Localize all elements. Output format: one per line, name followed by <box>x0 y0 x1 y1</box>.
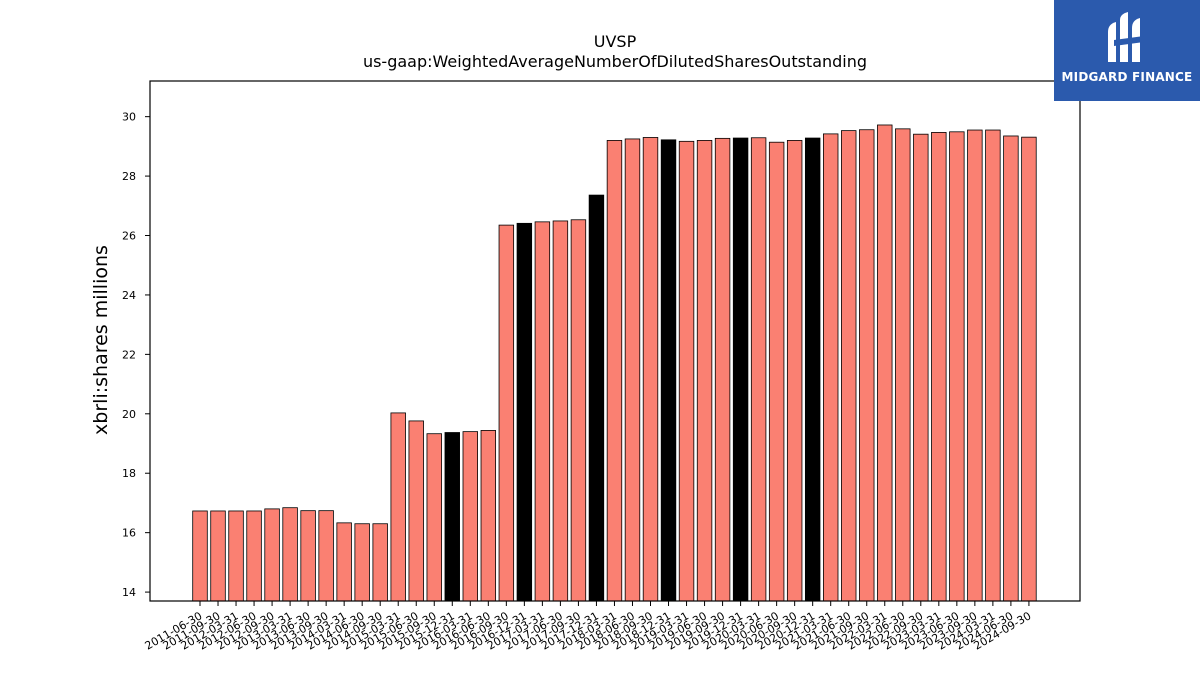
bar-2015-03-31 <box>390 412 406 602</box>
bar-2022-03-31 <box>877 124 893 602</box>
bar-2024-06-30 <box>1003 135 1019 602</box>
bar-2018-12-31 <box>660 139 677 602</box>
bar-2019-09-30 <box>714 137 731 602</box>
y-axis: 14 16 18 20 22 24 26 28 30 <box>122 111 150 599</box>
bar-2015-09-30 <box>426 433 442 602</box>
bar-2018-09-30 <box>642 137 659 602</box>
bar-2014-06-30 <box>354 523 370 602</box>
bar-2016-06-30 <box>480 430 497 602</box>
bar-2017-12-31 <box>588 194 605 602</box>
bar-2011-06-30 <box>192 510 208 602</box>
y-tick-label: 16 <box>122 527 136 540</box>
bar-2023-03-31 <box>931 132 947 602</box>
bar-2020-12-31 <box>804 137 821 602</box>
chart-title: UVSP <box>593 32 637 51</box>
bar-2019-03-31 <box>678 140 695 602</box>
y-tick-label: 14 <box>122 586 136 599</box>
bar-2022-06-30 <box>895 128 911 602</box>
bar-2024-03-31 <box>985 129 1001 602</box>
y-tick-label: 28 <box>122 170 136 183</box>
midgard-logo-icon <box>1108 12 1144 62</box>
bar-2012-06-30 <box>246 510 262 602</box>
y-tick-label: 30 <box>122 111 136 124</box>
bar-2016-12-31 <box>516 222 533 602</box>
bar-2017-06-30 <box>552 220 569 602</box>
y-axis-label: xbrli:shares millions <box>90 245 112 435</box>
bar-2020-03-31 <box>750 137 767 602</box>
bar-2023-06-30 <box>949 131 965 602</box>
bar-2022-09-30 <box>913 133 929 602</box>
bars-group <box>192 124 1037 602</box>
bar-2016-03-31 <box>462 431 479 602</box>
y-tick-label: 22 <box>122 348 136 361</box>
logo-text: MIDGARD FINANCE <box>1061 70 1193 84</box>
bar-2020-06-30 <box>768 141 785 602</box>
bar-2024-09-30 <box>1021 136 1037 602</box>
bar-2013-09-30 <box>318 510 334 602</box>
x-axis: 2011-06-302011-09-302012-03-312012-06-30… <box>143 601 1033 653</box>
bar-2016-09-30 <box>498 224 515 602</box>
chart-subtitle: us-gaap:WeightedAverageNumberOfDilutedSh… <box>362 52 868 71</box>
bar-2015-12-31 <box>444 432 460 602</box>
bar-2012-03-31 <box>228 510 244 602</box>
bar-2013-06-30 <box>300 510 316 602</box>
bar-2019-06-30 <box>696 140 713 602</box>
bar-2021-06-30 <box>841 130 857 602</box>
bar-2011-09-30 <box>210 510 226 602</box>
bar-2015-06-30 <box>408 420 424 602</box>
bar-2018-06-30 <box>624 138 641 602</box>
bar-2023-09-30 <box>967 129 983 602</box>
bar-2021-03-31 <box>823 133 839 602</box>
plot-frame <box>149 80 1081 602</box>
bar-2020-09-30 <box>786 140 803 602</box>
y-tick-label: 26 <box>122 230 136 243</box>
bar-2021-09-30 <box>859 129 875 602</box>
y-tick-label: 18 <box>122 467 136 480</box>
bar-2012-09-30 <box>264 508 280 602</box>
y-tick-label: 24 <box>122 289 136 302</box>
y-tick-label: 20 <box>122 408 136 421</box>
bar-2019-12-31 <box>732 137 749 602</box>
bar-2017-03-31 <box>534 221 551 602</box>
bar-2014-03-31 <box>336 522 352 602</box>
midgard-finance-logo: MIDGARD FINANCE <box>1054 0 1200 101</box>
bar-2018-03-31 <box>606 140 623 602</box>
bar-2017-09-30 <box>570 219 587 602</box>
bar-2013-03-31 <box>282 507 298 602</box>
bar-2014-09-30 <box>372 523 388 602</box>
